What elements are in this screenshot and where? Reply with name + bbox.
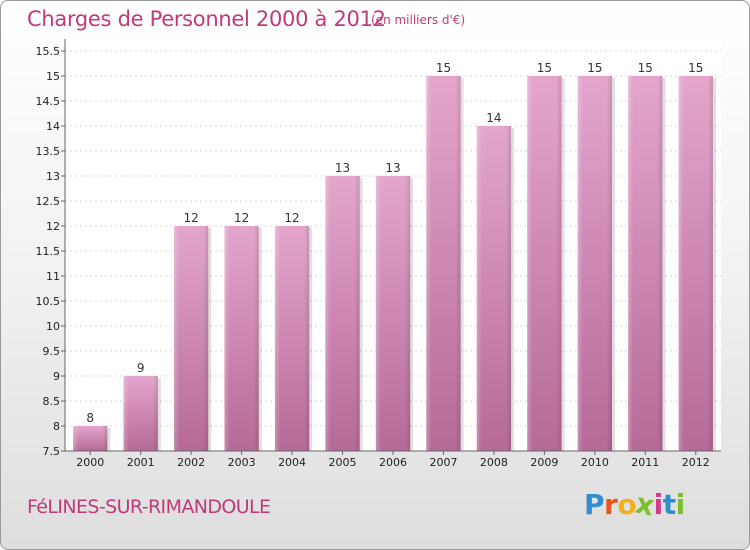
- x-tick-label: 2010: [581, 456, 609, 469]
- data-label-2004: 12: [284, 211, 299, 225]
- y-tick-label: 13.5: [36, 145, 61, 158]
- data-label-2012: 15: [688, 61, 703, 75]
- x-tick-label: 2009: [530, 456, 558, 469]
- x-tick-label: 2001: [127, 456, 155, 469]
- x-tick-label: 2007: [429, 456, 457, 469]
- x-tick-label: 2005: [329, 456, 357, 469]
- data-label-2001: 9: [137, 361, 145, 375]
- y-tick-label: 7.5: [43, 445, 61, 458]
- logo-letter: i: [653, 488, 664, 521]
- x-tick-label: 2004: [278, 456, 306, 469]
- x-tick-label: 2006: [379, 456, 407, 469]
- y-tick-label: 8.5: [43, 395, 61, 408]
- x-tick-label: 2012: [682, 456, 710, 469]
- data-label-2000: 8: [86, 411, 94, 425]
- y-tick-label: 9.5: [43, 345, 61, 358]
- y-tick-label: 14: [46, 120, 60, 133]
- data-label-2005: 13: [335, 161, 350, 175]
- y-tick-label: 14.5: [36, 95, 61, 108]
- bars: 8 9 12 12 12 13 13 15 14 15 15 15 15: [73, 61, 716, 451]
- bar-shine: [224, 226, 259, 451]
- bar-shine: [678, 76, 713, 451]
- y-tick-label: 15: [46, 70, 60, 83]
- x-tick-label: 2000: [76, 456, 104, 469]
- logo-letter: r: [604, 488, 618, 521]
- bar-shine: [325, 176, 360, 451]
- data-label-2003: 12: [234, 211, 249, 225]
- bar-shine: [426, 76, 461, 451]
- data-label-2009: 15: [537, 61, 552, 75]
- chart-unit: (en milliers d'€): [371, 13, 466, 27]
- bar-shine: [73, 426, 108, 451]
- y-tick-label: 10.5: [36, 295, 61, 308]
- y-tick-label: 15.5: [36, 45, 61, 58]
- commune-name: FéLINES-SUR-RIMANDOULE: [27, 496, 271, 518]
- y-tick-label: 8: [53, 420, 60, 433]
- y-tick-label: 11.5: [36, 245, 61, 258]
- x-tick-label: 2003: [228, 456, 256, 469]
- bar-shine: [274, 226, 310, 451]
- y-tick-label: 13: [46, 170, 60, 183]
- x-tick-label: 2011: [631, 456, 659, 469]
- data-label-2002: 12: [184, 211, 199, 225]
- bar-shine: [476, 126, 512, 451]
- logo-letter: t: [662, 488, 676, 521]
- logo-letter: i: [675, 488, 686, 521]
- bar-shine: [375, 176, 411, 451]
- chart-title: Charges de Personnel 2000 à 2012: [27, 7, 386, 31]
- y-tick-label: 12.5: [36, 195, 61, 208]
- data-label-2010: 15: [587, 61, 602, 75]
- y-tick-label: 11: [46, 270, 60, 283]
- logo-letter: o: [617, 488, 637, 521]
- data-label-2007: 15: [436, 61, 451, 75]
- axes: 7.5 8 8.5 9 9.5 10 10.5 11 11.5 12 12.5 13 13.5 14 14.…: [36, 39, 721, 469]
- logo-letter: P: [584, 488, 605, 521]
- y-tick-label: 9: [53, 370, 60, 383]
- bar-shine: [123, 376, 158, 451]
- bar-shine: [173, 226, 209, 451]
- y-tick-label: 10: [46, 320, 60, 333]
- data-label-2006: 13: [385, 161, 400, 175]
- proxiti-logo: Proxiti: [584, 487, 686, 523]
- x-tick-label: 2002: [177, 456, 205, 469]
- bar-shine: [628, 76, 663, 451]
- data-label-2008: 14: [486, 111, 501, 125]
- bar-shine: [577, 76, 613, 451]
- data-label-2011: 15: [638, 61, 653, 75]
- y-tick-label: 12: [46, 220, 60, 233]
- bar-shine: [527, 76, 562, 451]
- x-tick-label: 2008: [480, 456, 508, 469]
